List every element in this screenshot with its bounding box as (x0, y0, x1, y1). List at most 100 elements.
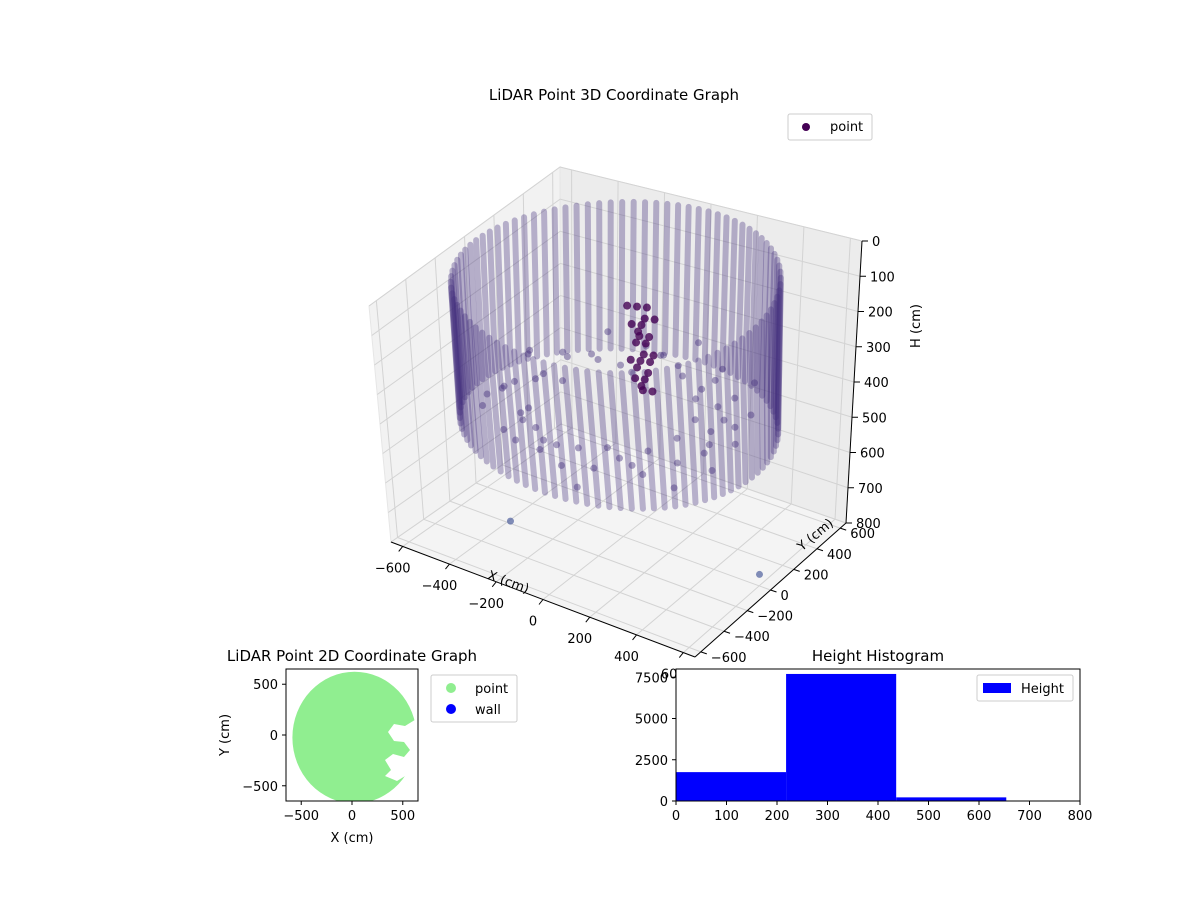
inner-point-1 (731, 440, 739, 448)
inner-point-41 (512, 436, 520, 444)
z-tick-3d-4: 400 (864, 376, 889, 391)
wall-column-10 (741, 225, 753, 385)
cluster-point-23 (637, 382, 646, 391)
y-tick-2d-1: 0 (270, 729, 278, 744)
cluster-point-8 (645, 333, 654, 342)
notable-points-3d (506, 517, 763, 578)
inner-point-17 (660, 351, 668, 359)
wall-column-68 (454, 301, 471, 443)
wall-column-54 (714, 349, 726, 498)
inner-point-8 (731, 394, 739, 402)
inner-point-54 (670, 484, 678, 492)
z-tick-3d-1: 100 (870, 270, 895, 285)
z-tick-3d-2: 200 (868, 306, 893, 321)
inner-point-47 (573, 483, 581, 491)
wall-column-84 (502, 344, 520, 484)
x-tick-2d-2: 500 (390, 809, 415, 824)
inner-point-49 (603, 444, 611, 452)
legend-3d-label: point (830, 120, 863, 135)
notable-point-1 (755, 570, 763, 578)
inner-point-3 (707, 428, 715, 436)
wall-column-16 (759, 240, 770, 399)
cluster-point-19 (631, 374, 640, 383)
wall-column-58 (695, 357, 709, 504)
cluster-point-20 (640, 375, 649, 384)
wall-column-28 (775, 274, 784, 432)
wall-column-89 (530, 356, 548, 496)
chart-2d: LiDAR Point 2D Coordinate Graph −500 0 500… (218, 647, 518, 846)
wall-column-77 (595, 369, 613, 511)
x-axis-label-2d: X (cm) (331, 831, 374, 846)
y-tick-3d-3: 0 (781, 589, 789, 604)
wall-column-12 (748, 230, 759, 389)
z-axis-label-3d: H (cm) (909, 304, 924, 348)
y-tick-2d-0: −500 (242, 780, 278, 795)
inner-point-56 (673, 434, 681, 442)
inner-point-30 (539, 370, 547, 378)
y-tick-3d-6: 600 (850, 527, 875, 542)
inner-point-38 (500, 426, 508, 434)
y-tick-3d-1: −400 (734, 630, 770, 645)
wall-column-47 (467, 241, 481, 387)
wall-column-74 (466, 318, 484, 460)
wall-column-8 (651, 199, 660, 355)
inner-point-14 (694, 339, 702, 347)
wall-column-29 (541, 208, 550, 358)
grid-z-7 (387, 391, 849, 513)
inner-point-43 (553, 441, 561, 449)
inner-point-9 (711, 376, 719, 384)
chart-3d-title: LiDAR Point 3D Coordinate Graph (489, 86, 739, 104)
cluster-point-16 (646, 358, 655, 367)
cluster-point-12 (639, 350, 648, 359)
y-tick-2d-2: 500 (253, 678, 278, 693)
y-tick-mark-3d-0 (700, 651, 707, 655)
inner-point-29 (532, 375, 540, 383)
wall-column-71 (457, 307, 475, 449)
wall-column-70 (630, 369, 646, 512)
z-tick-3d-8: 800 (856, 517, 881, 532)
wall-column-6 (727, 217, 738, 376)
cluster-point-5 (627, 320, 636, 329)
x-tick-mark-3d-5 (632, 634, 637, 641)
wall-column-22 (770, 256, 781, 415)
inner-point-50 (615, 454, 623, 462)
inner-point-33 (525, 404, 533, 412)
inner-point-51 (628, 461, 636, 469)
x-tick-mark-3d-0 (398, 546, 404, 552)
wall-column-48 (462, 246, 476, 391)
wall-column-0 (701, 208, 712, 366)
inner-point-31 (500, 382, 508, 390)
wall-column-66 (451, 296, 468, 438)
inner-point-53 (644, 447, 652, 455)
wall-column-76 (472, 324, 490, 465)
notable-point-0 (506, 517, 514, 525)
wall-column-39 (494, 224, 506, 371)
grid-3d (368, 166, 863, 653)
y-tick-histogram-0: 0 (660, 795, 668, 810)
wall-column-1 (692, 205, 702, 363)
wall-column-20 (767, 250, 778, 410)
inner-point-11 (719, 365, 727, 373)
legend-3d: point (787, 113, 873, 141)
grid-z-2 (374, 230, 859, 366)
z-tick-3d-0: 0 (872, 235, 880, 250)
cluster-point-0 (623, 301, 632, 310)
x-tick-histogram-8: 800 (1068, 809, 1093, 824)
y-tick-mark-3d-6 (840, 527, 847, 531)
inner-point-27 (524, 350, 532, 358)
grid-z-5 (382, 327, 853, 454)
wall-column-46 (746, 330, 755, 481)
wall-column-67 (652, 367, 668, 511)
wall-column-33 (774, 287, 783, 444)
cluster-point-9 (634, 327, 643, 336)
wall-column-9 (735, 221, 746, 380)
inner-point-48 (590, 464, 598, 472)
wall-column-3 (710, 211, 721, 369)
wall-column-32 (521, 214, 531, 362)
cluster-point-6 (637, 321, 646, 330)
x-tick-3d-5: 400 (614, 650, 639, 665)
inner-point-52 (639, 471, 647, 479)
z-tick-3d-6: 600 (860, 447, 885, 462)
inner-point-36 (517, 409, 525, 417)
